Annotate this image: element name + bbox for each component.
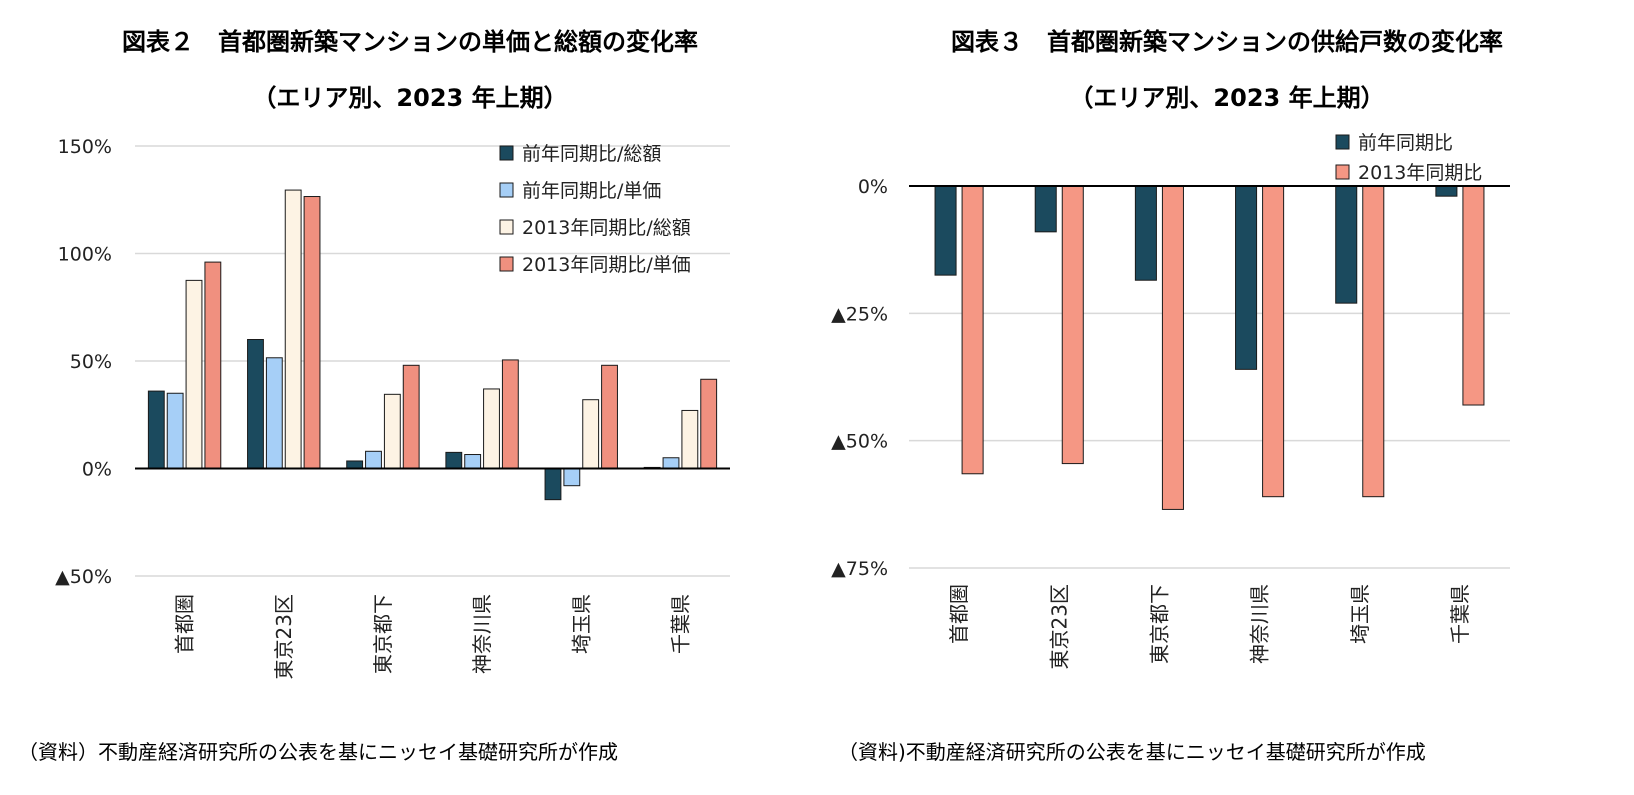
bar [544,468,562,501]
bar [1362,185,1385,498]
bar [247,339,264,469]
x-tick-label: 東京23区 [1047,584,1071,669]
bar [284,189,302,469]
x-tick-label: 東京23区 [272,594,296,679]
y-tick-label: ▲50% [831,431,888,453]
bar [582,399,600,470]
source-note: （資料)不動産経済研究所の公表を基にニッセイ基礎研究所が作成 [838,740,1426,764]
bar [700,378,718,469]
legend-label: 2013年同期比/総額 [522,217,691,239]
bar [1462,185,1485,406]
bar [1435,185,1458,197]
y-tick-label: 0% [858,176,888,198]
bar [445,451,463,469]
chart-title: 図表２ 首都圏新築マンションの単価と総額の変化率 [122,28,698,56]
chart-subtitle: （エリア別、2023 年上期） [252,84,568,112]
bar [601,364,618,469]
chart-subtitle: （エリア別、2023 年上期） [1069,84,1385,112]
y-tick-label: 0% [82,459,112,481]
y-tick-label: 50% [70,351,112,373]
bar [204,261,222,469]
x-tick-label: 千葉県 [1448,584,1472,644]
x-tick-label: 東京都下 [371,594,395,674]
bar [501,359,519,469]
y-tick-label: ▲75% [831,558,888,580]
bar [961,185,984,475]
x-tick-label: 首都圏 [947,584,971,644]
x-tick-label: 首都圏 [173,594,197,654]
chart-panel-right: 図表３ 首都圏新築マンションの供給戸数の変化率 （エリア別、2023 年上期） … [820,0,1634,795]
chart-title: 図表３ 首都圏新築マンションの供給戸数の変化率 [951,28,1503,56]
bar-chart-supply-units: ▲75% ▲50% ▲25% 0% 首都圏 東京23区 東京都下 神奈川県 埼玉県 千葉県 前年同期… [831,132,1510,669]
y-tick-label: ▲50% [55,566,112,588]
source-note: （資料）不動産経済研究所の公表を基にニッセイ基礎研究所が作成 [18,740,618,764]
x-tick-label: 神奈川県 [1248,584,1272,664]
bar [1134,185,1157,281]
bar [662,457,680,469]
bar [483,388,500,470]
legend-label: 2013年同期比 [1358,162,1482,184]
legend-swatch [1335,164,1350,180]
legend-label: 前年同期比/総額 [522,143,661,165]
legend-label: 2013年同期比/単価 [522,254,691,276]
y-tick-label: 150% [58,136,112,158]
bar [147,390,165,470]
bar [934,185,957,276]
bar [1061,185,1084,465]
bar [166,392,184,469]
bar [1161,185,1184,510]
y-tick-label: 100% [58,244,112,266]
bar-chart-price-total: ▲50% 0% 50% 100% 150% 首都圏 東京23区 東京都下 神奈川県 埼玉県 千葉県 前… [55,136,730,679]
legend-label: 前年同期比 [1358,132,1453,154]
bar [464,454,482,469]
legend-swatch [1335,134,1350,150]
bar [563,468,581,487]
x-tick-label: 埼玉県 [569,594,593,654]
bar [365,450,382,469]
x-tick-label: 千葉県 [668,594,692,654]
bar [1034,185,1057,233]
legend-swatch [499,219,514,235]
bar [185,279,203,469]
x-tick-label: 埼玉県 [1348,584,1372,644]
bar [1335,185,1358,304]
bar [346,460,364,470]
legend-swatch [499,145,514,161]
bar [303,196,321,469]
bar [681,409,699,470]
x-tick-label: 東京都下 [1147,584,1171,664]
bar [383,393,401,470]
y-tick-label: ▲25% [831,303,888,325]
bar [1235,185,1258,370]
bar [402,364,420,469]
x-tick-label: 神奈川県 [470,594,494,674]
bar [265,357,283,469]
legend-swatch [499,182,514,198]
legend-swatch [499,256,514,272]
bar [1262,185,1285,498]
chart-panel-left: 図表２ 首都圏新築マンションの単価と総額の変化率 （エリア別、2023 年上期）… [18,28,730,764]
legend-label: 前年同期比/単価 [522,180,661,202]
